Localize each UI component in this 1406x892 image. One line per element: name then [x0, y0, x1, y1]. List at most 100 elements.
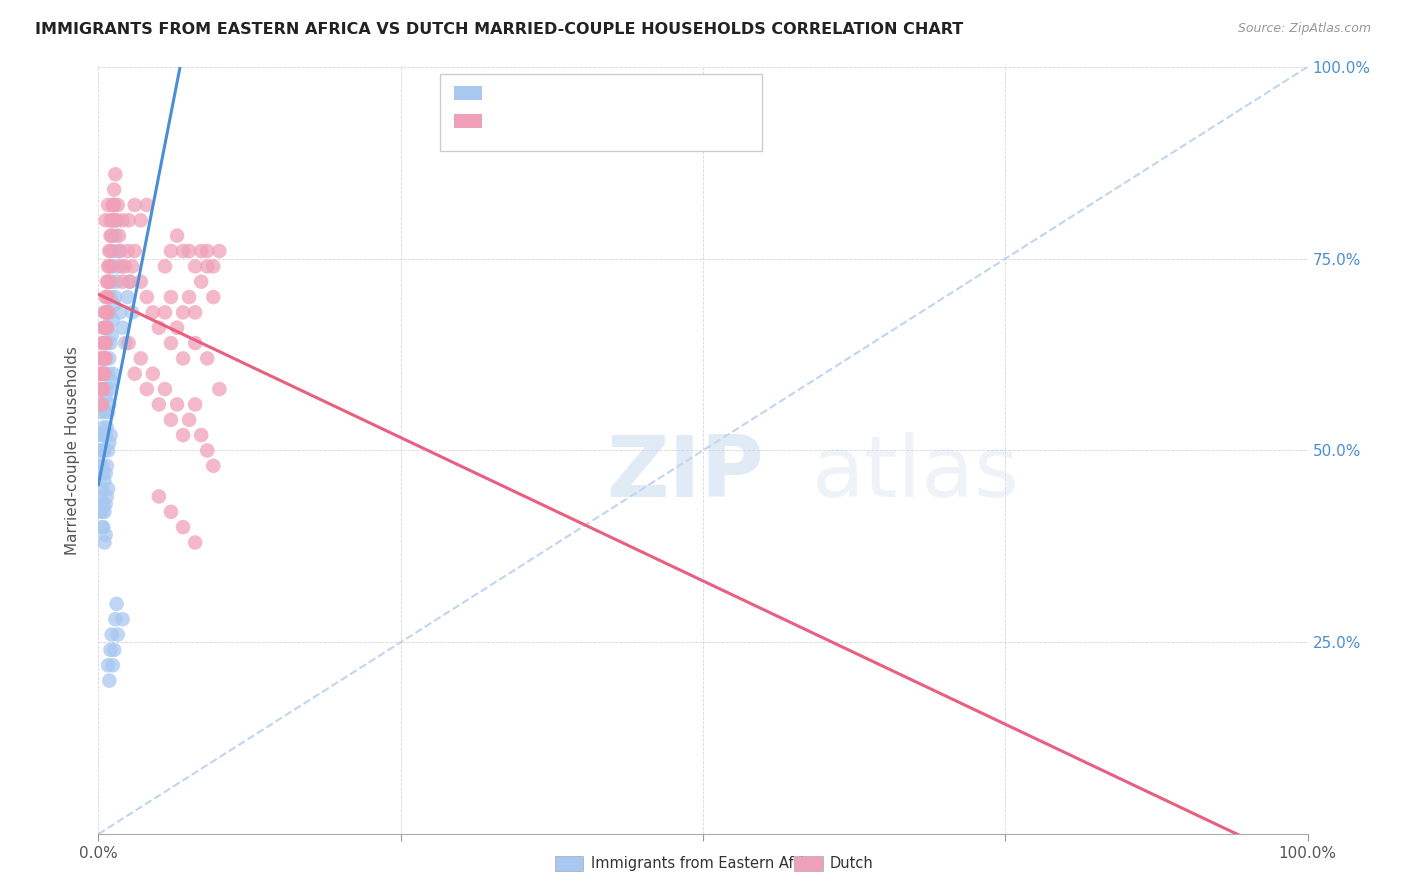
Point — [94, 320, 117, 334]
Text: N =: N = — [595, 112, 631, 129]
Point — [89, 458, 111, 473]
Point — [98, 397, 121, 411]
Point — [91, 367, 114, 381]
Point — [93, 367, 115, 381]
Point — [91, 428, 114, 442]
Text: R =: R = — [489, 112, 526, 129]
Point — [91, 397, 114, 411]
Point — [97, 198, 120, 212]
Point — [108, 228, 131, 243]
Text: Dutch: Dutch — [830, 856, 873, 871]
Point — [100, 643, 122, 657]
Point — [108, 244, 131, 258]
Point — [97, 658, 120, 673]
Point — [184, 260, 207, 274]
Point — [91, 336, 114, 351]
Point — [94, 428, 117, 442]
Point — [190, 428, 212, 442]
Point — [100, 375, 122, 389]
Point — [91, 382, 114, 396]
Point — [184, 535, 207, 549]
Point — [114, 336, 136, 351]
Point — [105, 213, 128, 227]
Point — [91, 482, 114, 496]
Point — [166, 320, 188, 334]
Point — [91, 520, 114, 534]
Point — [142, 305, 165, 319]
Point — [111, 213, 134, 227]
Point — [172, 520, 194, 534]
Point — [91, 397, 114, 411]
Point — [97, 320, 120, 334]
Point — [89, 382, 111, 396]
Point — [184, 305, 207, 319]
Point — [98, 673, 121, 688]
Y-axis label: Married-couple Households: Married-couple Households — [65, 346, 80, 555]
Point — [166, 228, 188, 243]
Point — [195, 244, 218, 258]
Point — [172, 305, 194, 319]
Point — [100, 275, 122, 289]
Point — [142, 367, 165, 381]
Point — [91, 505, 114, 519]
Point — [97, 443, 120, 458]
Point — [96, 320, 118, 334]
Point — [96, 290, 118, 304]
Point — [110, 260, 132, 274]
Point — [90, 405, 112, 419]
Point — [172, 428, 194, 442]
Point — [91, 443, 114, 458]
Point — [97, 482, 120, 496]
Point — [93, 505, 115, 519]
Point — [129, 351, 152, 366]
Point — [100, 336, 122, 351]
Point — [89, 428, 111, 442]
Point — [96, 305, 118, 319]
Point — [148, 320, 170, 334]
Text: R =: R = — [489, 83, 526, 101]
Point — [91, 336, 114, 351]
Point — [208, 382, 231, 396]
Point — [91, 367, 114, 381]
Text: 80: 80 — [630, 83, 652, 101]
Point — [93, 351, 115, 366]
Point — [114, 260, 136, 274]
Point — [118, 275, 141, 289]
Point — [98, 260, 121, 274]
Point — [100, 244, 122, 258]
Point — [97, 260, 120, 274]
Point — [90, 443, 112, 458]
Point — [98, 435, 121, 450]
Point — [91, 520, 114, 534]
Point — [101, 198, 124, 212]
Point — [101, 260, 124, 274]
Point — [104, 612, 127, 626]
Point — [105, 213, 128, 227]
Point — [93, 367, 115, 381]
Point — [89, 443, 111, 458]
Point — [91, 382, 114, 396]
Point — [93, 443, 115, 458]
Text: Source: ZipAtlas.com: Source: ZipAtlas.com — [1237, 22, 1371, 36]
Point — [96, 490, 118, 504]
Point — [94, 213, 117, 227]
Point — [91, 351, 114, 366]
Point — [98, 244, 121, 258]
Point — [160, 244, 183, 258]
Point — [101, 198, 124, 212]
Point — [91, 351, 114, 366]
Point — [179, 290, 201, 304]
Point — [195, 351, 218, 366]
Point — [96, 420, 118, 434]
Text: ZIP: ZIP — [606, 432, 763, 515]
Point — [108, 305, 131, 319]
Point — [195, 260, 218, 274]
Point — [179, 244, 201, 258]
Point — [121, 305, 143, 319]
Point — [94, 497, 117, 511]
Point — [101, 213, 124, 227]
Point — [103, 198, 125, 212]
Point — [103, 643, 125, 657]
Point — [103, 183, 125, 197]
Point — [195, 443, 218, 458]
